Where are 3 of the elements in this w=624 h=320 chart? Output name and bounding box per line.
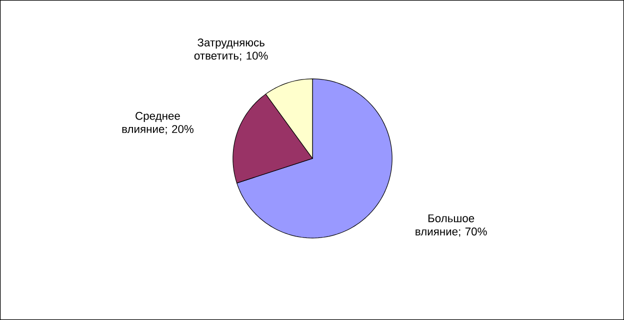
slice-label: Большое влияние; 70% — [416, 214, 487, 237]
slice-label: Затрудняюсь ответить; 10% — [194, 38, 268, 62]
slice-label: Среднее влияние; 20% — [122, 112, 194, 134]
